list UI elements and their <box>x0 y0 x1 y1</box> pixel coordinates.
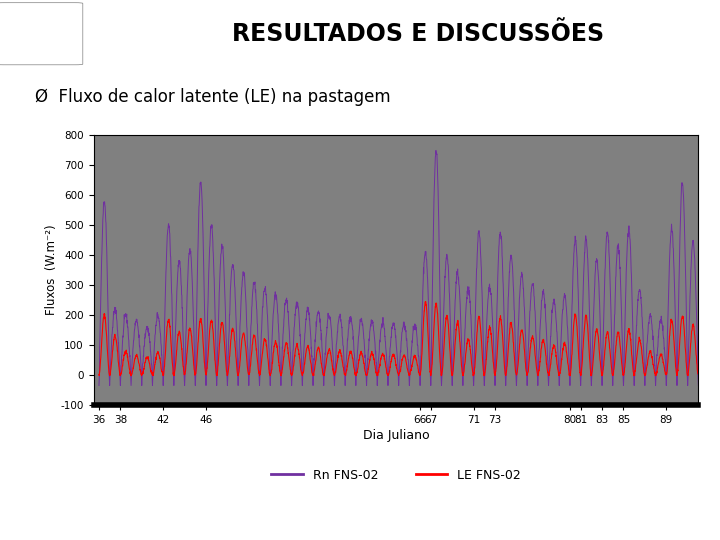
Rn FNS-02 <box>572 244 580 250</box>
Text: Ø  Fluxo de calor latente (LE) na pastagem: Ø Fluxo de calor latente (LE) na pastage… <box>35 88 391 106</box>
Rn FNS-02 <box>597 347 606 354</box>
Rn FNS-02 <box>94 382 103 389</box>
LE FNS-02 <box>694 371 703 377</box>
LE FNS-02 <box>95 373 104 379</box>
Legend: Rn FNS-02, LE FNS-02: Rn FNS-02, LE FNS-02 <box>266 464 526 487</box>
Rn FNS-02 <box>312 330 320 336</box>
LE FNS-02 <box>572 320 581 326</box>
LE FNS-02 <box>597 369 606 375</box>
Rn FNS-02 <box>668 230 677 237</box>
FancyBboxPatch shape <box>0 3 83 65</box>
Line: Rn FNS-02: Rn FNS-02 <box>99 151 698 386</box>
Rn FNS-02 <box>599 319 608 325</box>
LE FNS-02 <box>600 358 608 365</box>
LE FNS-02 <box>421 299 430 305</box>
Rn FNS-02 <box>694 382 703 389</box>
LE FNS-02 <box>94 372 103 378</box>
Text: RESULTADOS E DISCUSSÕES: RESULTADOS E DISCUSSÕES <box>232 22 603 46</box>
X-axis label: Dia Juliano: Dia Juliano <box>363 429 429 442</box>
LE FNS-02 <box>213 370 222 376</box>
Line: LE FNS-02: LE FNS-02 <box>99 302 698 376</box>
Rn FNS-02 <box>432 147 441 154</box>
LE FNS-02 <box>312 356 320 363</box>
LE FNS-02 <box>669 323 678 329</box>
Rn FNS-02 <box>213 372 222 378</box>
Y-axis label: Fluxos  (W.m⁻²): Fluxos (W.m⁻²) <box>45 225 58 315</box>
